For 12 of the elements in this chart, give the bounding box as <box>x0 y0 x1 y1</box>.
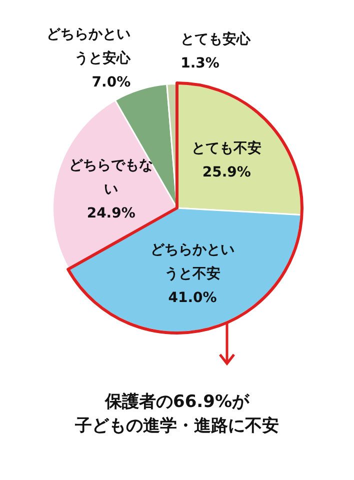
slice-label: どちらかというと安心 <box>46 26 132 66</box>
text: 子どもの進学・進路に不安 <box>74 415 280 438</box>
data-label: 24.9% <box>86 206 136 222</box>
data-label: 41.0% <box>168 290 217 306</box>
text: 保護者の66.9%が <box>104 391 250 414</box>
data-label: 1.3% <box>180 56 220 72</box>
slice-label: どちらかというと不安 <box>150 242 235 282</box>
data-label: 25.9% <box>202 164 251 181</box>
data-label: 7.0% <box>92 74 131 90</box>
slice-label: とても安心 <box>180 30 252 48</box>
slice-label: とても不安 <box>192 140 262 157</box>
slice-label: どちらでもない <box>69 158 154 198</box>
